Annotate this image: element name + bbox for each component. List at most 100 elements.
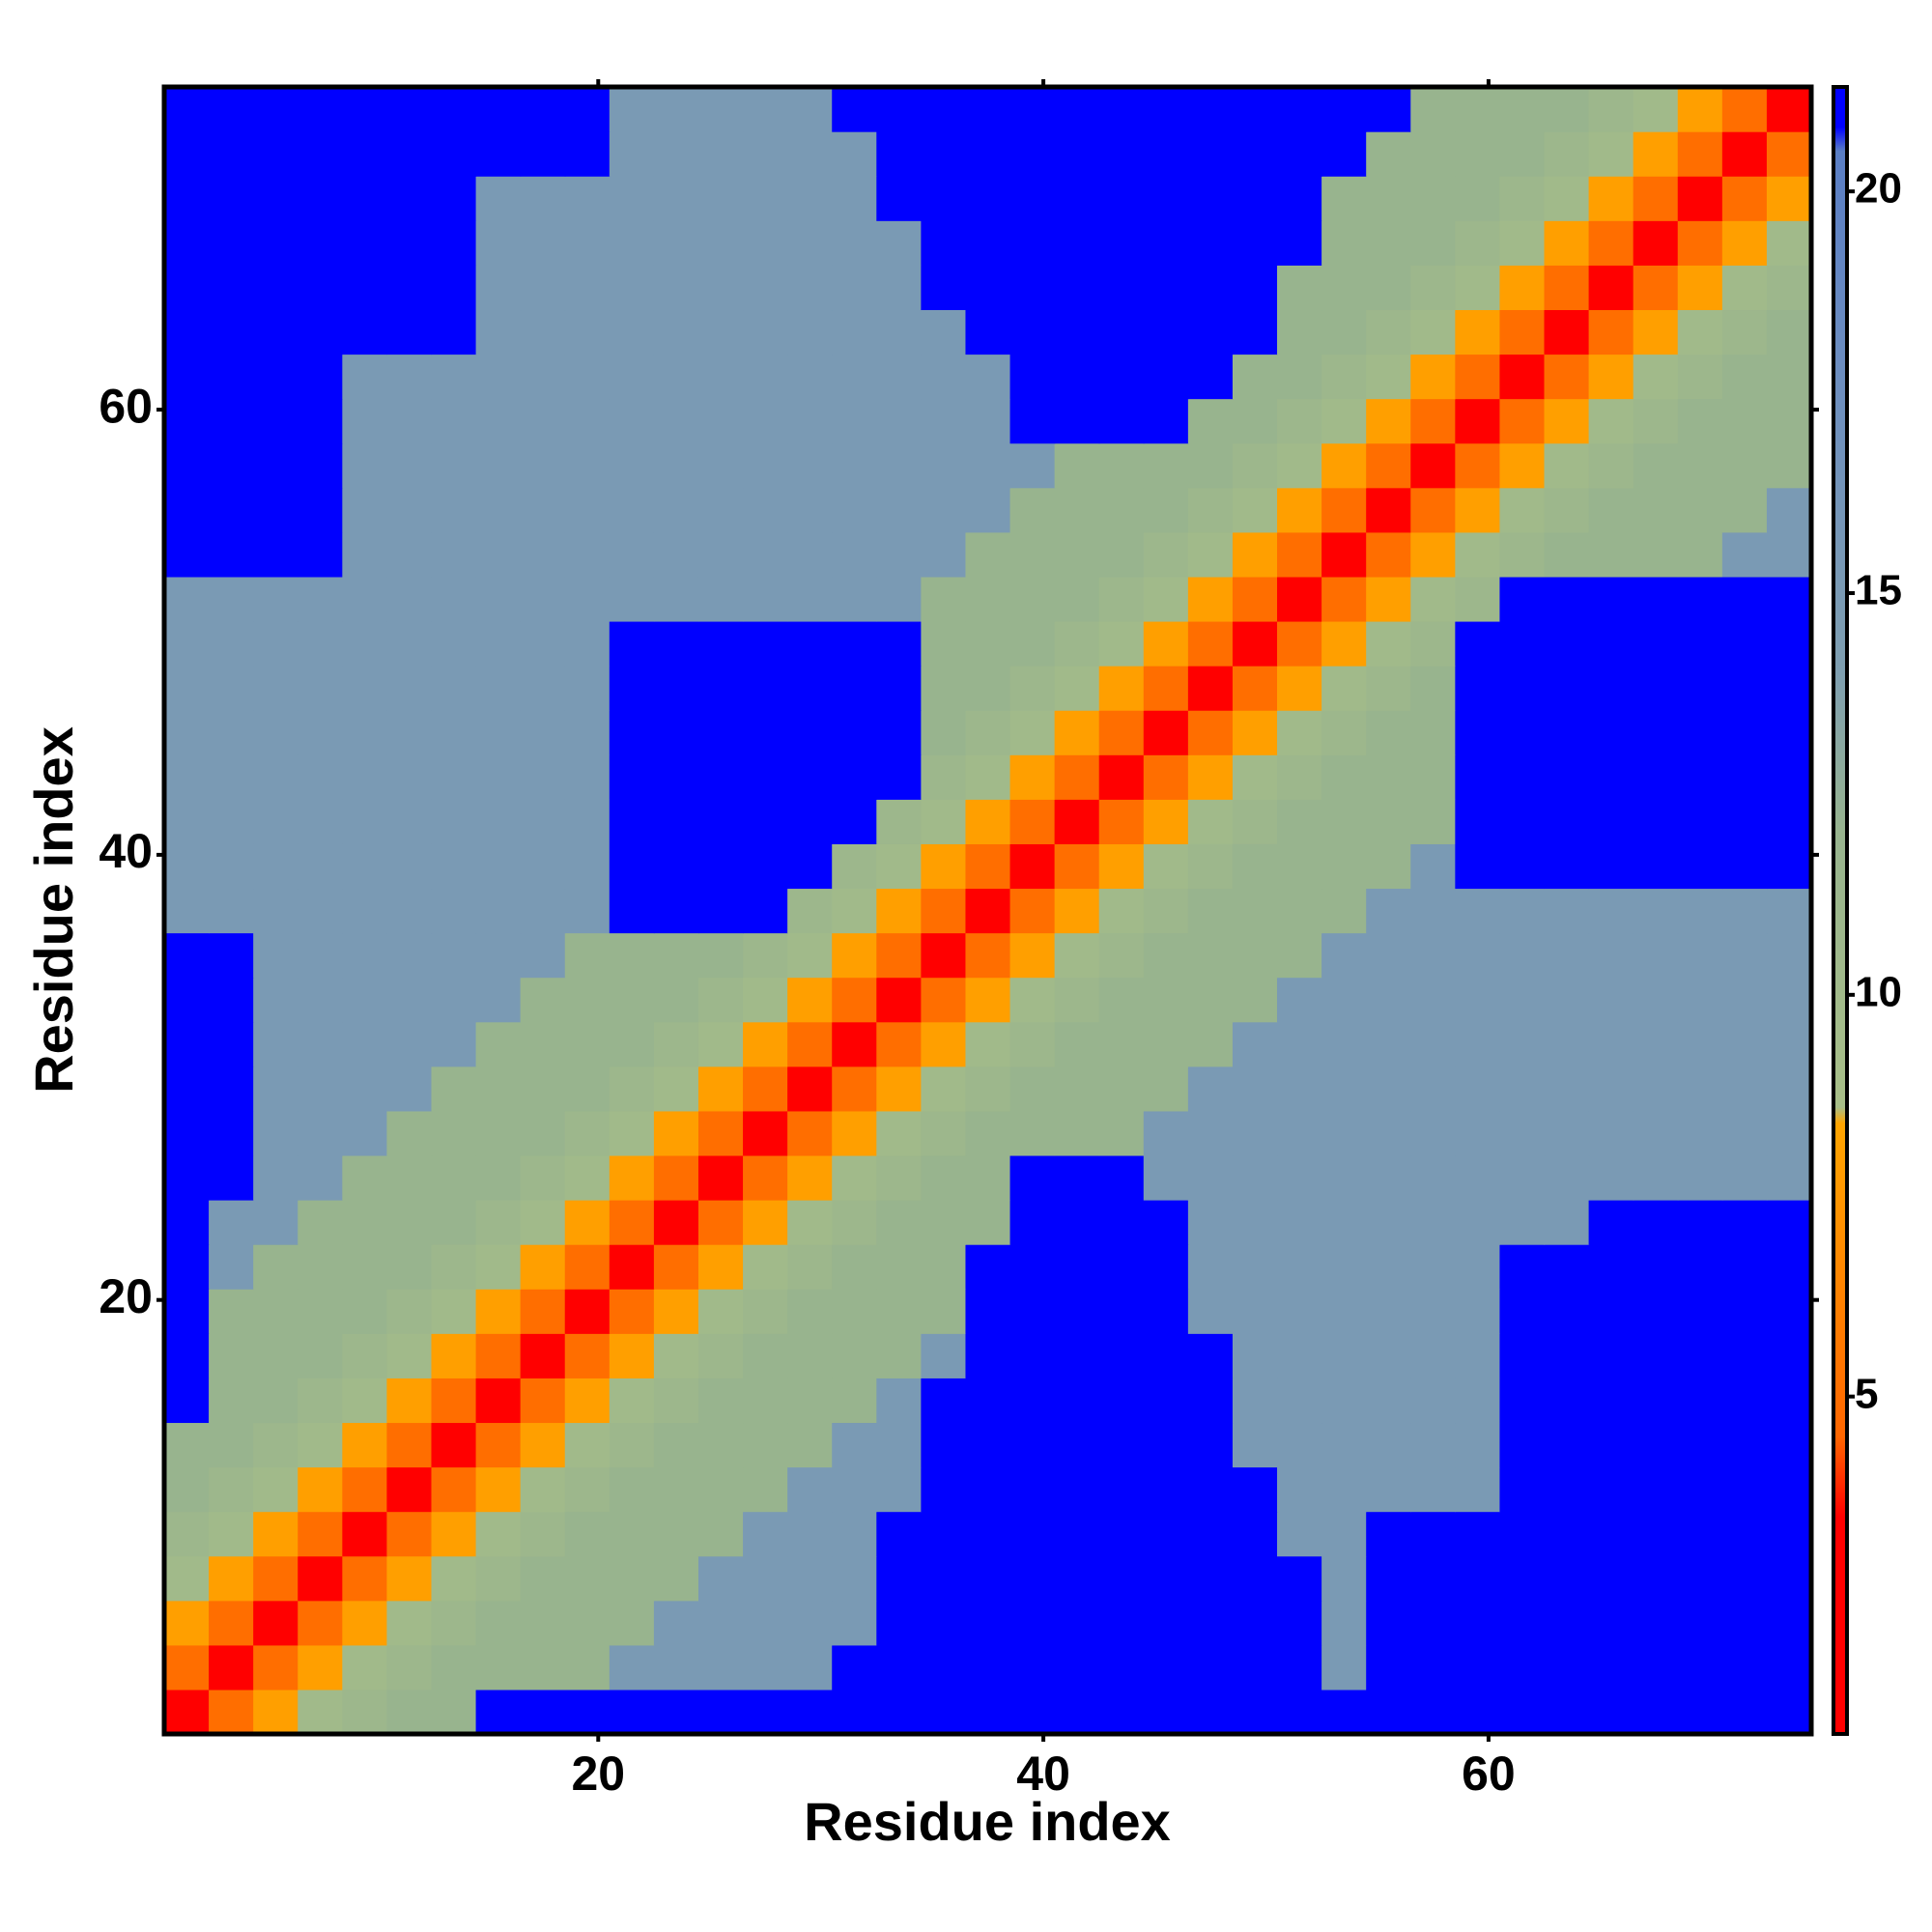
heatmap-cell (609, 1154, 655, 1201)
heatmap-cell (564, 620, 611, 667)
heatmap-cell (1766, 1333, 1812, 1378)
heatmap-cell (1588, 1289, 1634, 1334)
heatmap-cell (431, 710, 477, 755)
heatmap-cell (253, 1333, 298, 1378)
heatmap-cell (209, 1644, 254, 1690)
heatmap-cell (475, 843, 522, 890)
heatmap-cell (342, 843, 388, 890)
heatmap-cell (253, 843, 298, 890)
heatmap-cell (1277, 531, 1322, 578)
heatmap-cell (298, 265, 343, 311)
heatmap-cell (475, 87, 522, 132)
heatmap-cell (609, 487, 655, 533)
heatmap-cell (876, 1378, 922, 1424)
heatmap-cell (386, 442, 433, 489)
heatmap-cell (1054, 1154, 1100, 1201)
heatmap-cell (1054, 531, 1100, 578)
heatmap-cell (1187, 87, 1234, 132)
heatmap-cell (1410, 1333, 1456, 1378)
heatmap-cell (1187, 1154, 1234, 1201)
heatmap-cell (1232, 220, 1278, 266)
heatmap-cell (342, 1244, 388, 1290)
heatmap-cell (475, 1289, 522, 1334)
heatmap-cell (1677, 1378, 1723, 1424)
heatmap-cell (1187, 977, 1234, 1023)
heatmap-cell (431, 1333, 477, 1378)
heatmap-cell (1633, 487, 1679, 533)
heatmap-cell (1455, 666, 1501, 711)
heatmap-cell (520, 932, 566, 979)
heatmap-cell (520, 131, 566, 177)
heatmap-cell (876, 87, 922, 132)
heatmap-cell (787, 620, 833, 667)
heatmap-cell (653, 87, 699, 132)
heatmap-cell (1410, 309, 1456, 355)
heatmap-cell (1366, 1644, 1411, 1690)
heatmap-cell (253, 531, 298, 578)
heatmap-cell (1721, 1511, 1768, 1557)
heatmap-cell (832, 799, 877, 844)
heatmap-cell (876, 1422, 922, 1468)
heatmap-cell (342, 265, 388, 311)
heatmap-cell (1277, 1154, 1322, 1201)
heatmap-cell (1588, 1110, 1634, 1156)
heatmap-cell (1187, 1600, 1234, 1646)
heatmap-cell (1143, 710, 1189, 755)
heatmap-cell (209, 1333, 254, 1378)
heatmap-cell (1677, 487, 1723, 533)
heatmap-cell (1633, 1511, 1679, 1557)
heatmap-cell (876, 1244, 922, 1290)
heatmap-cell (1544, 754, 1590, 800)
heatmap-cell (787, 799, 833, 844)
heatmap-cell (1054, 1110, 1100, 1156)
heatmap-cell (1277, 1422, 1322, 1468)
heatmap-cell (564, 1689, 611, 1735)
heatmap-cell (209, 176, 254, 221)
heatmap-cell (1499, 398, 1546, 444)
heatmap-cell (1766, 799, 1812, 844)
heatmap-cell (386, 1065, 433, 1112)
heatmap-cell (1187, 576, 1234, 622)
heatmap-cell (1721, 754, 1768, 800)
heatmap-cell (1366, 754, 1411, 800)
heatmap-cell (787, 932, 833, 979)
heatmap-cell (1633, 176, 1679, 221)
heatmap-cell (787, 131, 833, 177)
heatmap-cell (1544, 932, 1590, 979)
heatmap-cell (1277, 1110, 1322, 1156)
heatmap-cell (1588, 176, 1634, 221)
heatmap-cell (1187, 131, 1234, 177)
heatmap-cell (520, 710, 566, 755)
heatmap-cell (298, 1065, 343, 1112)
heatmap-cell (1277, 710, 1322, 755)
heatmap-cell (1143, 1333, 1189, 1378)
heatmap-cell (876, 1110, 922, 1156)
heatmap-cell (1366, 1200, 1411, 1245)
heatmap-cell (520, 754, 566, 800)
heatmap-cell (164, 1600, 210, 1646)
heatmap-cell (253, 1065, 298, 1112)
heatmap-cell (1410, 131, 1456, 177)
heatmap-cell (1588, 531, 1634, 578)
heatmap-cell (298, 531, 343, 578)
heatmap-cell (475, 1511, 522, 1557)
heatmap-cell (965, 799, 1011, 844)
heatmap-cell (743, 1021, 788, 1067)
heatmap-cell (832, 1378, 877, 1424)
heatmap-cell (164, 176, 210, 221)
heatmap-cell (1143, 531, 1189, 578)
heatmap-cell (965, 531, 1011, 578)
heatmap-cell (1366, 87, 1411, 132)
heatmap-cell (1633, 265, 1679, 311)
heatmap-cell (164, 576, 210, 622)
heatmap-cell (1544, 265, 1590, 311)
heatmap-cell (1721, 398, 1768, 444)
heatmap-cell (1143, 1422, 1189, 1468)
heatmap-cell (787, 1689, 833, 1735)
heatmap-cell (298, 1378, 343, 1424)
colorbar-tick-label: 20 (1855, 165, 1902, 213)
heatmap-cell (787, 666, 833, 711)
heatmap-cell (1410, 220, 1456, 266)
heatmap-cell (1009, 1600, 1056, 1646)
heatmap-cell (564, 977, 611, 1023)
